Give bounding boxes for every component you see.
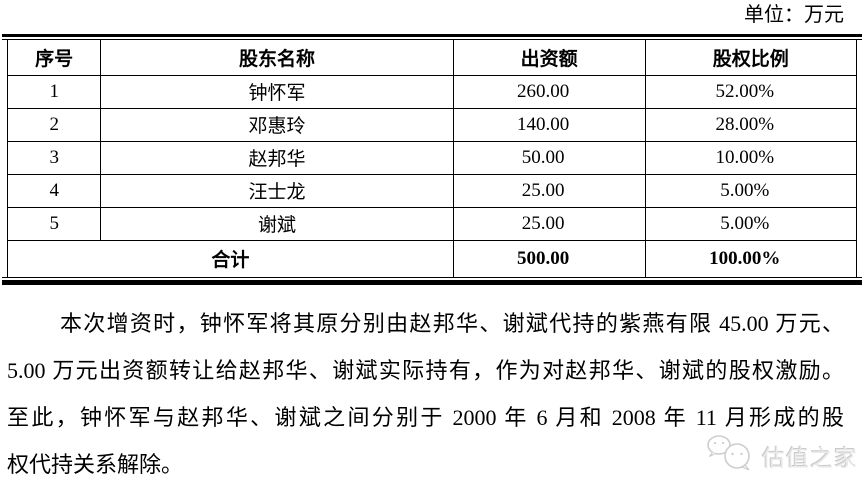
table-header-row: 序号 股东名称 出资额 股权比例	[6, 40, 858, 76]
cell-ratio: 5.00%	[644, 173, 858, 208]
header-shareholder-name: 股东名称	[100, 40, 454, 76]
shareholders-table: 序号 股东名称 出资额 股权比例 1 钟怀军 260.00 52.00% 2 邓…	[6, 40, 858, 277]
cell-ratio: 10.00%	[644, 140, 858, 175]
cell-serial: 5	[6, 206, 102, 241]
paragraph-line: 本次增资时，钟怀军将其原分别由赵邦华、谢斌代持的紫燕有限 45.00 万元、	[60, 311, 844, 336]
table-row: 2 邓惠玲 140.00 28.00%	[6, 107, 858, 142]
table-row: 1 钟怀军 260.00 52.00%	[6, 74, 858, 109]
header-equity-ratio: 股权比例	[644, 40, 858, 76]
cell-ratio: 28.00%	[644, 107, 858, 142]
paragraph-line: 权代持关系解除。	[7, 452, 184, 477]
paragraph-line: 5.00 万元出资额转让给赵邦华、谢斌实际持有，作为对赵邦华、谢斌的股权激励。	[7, 358, 844, 383]
cell-ratio: 52.00%	[644, 74, 858, 109]
total-ratio: 100.00%	[644, 239, 858, 277]
total-amount: 500.00	[452, 239, 646, 277]
unit-label: 单位：万元	[744, 4, 844, 26]
paragraph-line: 至此，钟怀军与赵邦华、谢斌之间分别于 2000 年 6 月和 2008 年 11…	[7, 405, 844, 430]
table-inner-rule: 序号 股东名称 出资额 股权比例 1 钟怀军 260.00 52.00% 2 邓…	[2, 39, 862, 278]
table-outer-rule: 序号 股东名称 出资额 股权比例 1 钟怀军 260.00 52.00% 2 邓…	[2, 34, 862, 285]
header-serial: 序号	[6, 40, 102, 76]
cell-serial: 3	[6, 140, 102, 175]
body-paragraph: 本次增资时，钟怀军将其原分别由赵邦华、谢斌代持的紫燕有限 45.00 万元、 5…	[7, 300, 844, 485]
table-row: 3 赵邦华 50.00 10.00%	[6, 140, 858, 175]
cell-amount: 50.00	[452, 140, 646, 175]
cell-amount: 260.00	[452, 74, 646, 109]
cell-amount: 25.00	[452, 206, 646, 241]
table-total-row: 合计 500.00 100.00%	[7, 239, 858, 277]
table-row: 4 汪士龙 25.00 5.00%	[6, 173, 858, 208]
cell-name: 赵邦华	[100, 140, 454, 175]
header-contribution: 出资额	[452, 40, 646, 76]
cell-ratio: 5.00%	[644, 206, 858, 241]
cell-serial: 4	[6, 173, 102, 208]
table-row: 5 谢斌 25.00 5.00%	[6, 206, 858, 241]
total-label: 合计	[7, 239, 454, 277]
cell-name: 钟怀军	[100, 74, 454, 109]
cell-amount: 25.00	[452, 173, 646, 208]
cell-name: 谢斌	[100, 206, 454, 241]
cell-name: 邓惠玲	[100, 107, 454, 142]
cell-name: 汪士龙	[100, 173, 454, 208]
cell-serial: 1	[6, 74, 102, 109]
cell-serial: 2	[6, 107, 102, 142]
cell-amount: 140.00	[452, 107, 646, 142]
